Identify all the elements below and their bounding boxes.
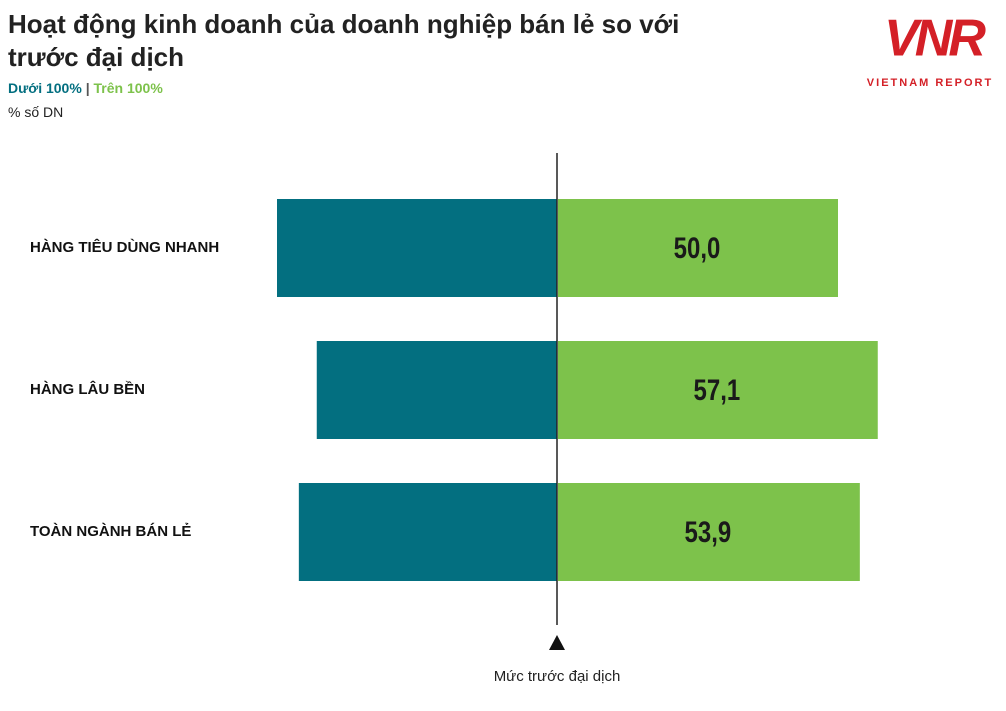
legend-entry: Trên 100% [93,80,163,96]
legend-separator: | [85,80,94,96]
bar [558,199,838,297]
logo-text: VIETNAM REPORT [867,77,993,89]
legend: Dưới 100% | Trên 100% [8,80,163,96]
legend-entry: Dưới 100% [8,80,82,96]
bar [316,341,557,439]
data-label: 53,9 [685,514,732,548]
bar [277,199,557,297]
logo-mark: VNR [884,10,986,68]
bar [298,483,557,581]
y-tick-label: TOÀN NGÀNH BÁN LẺ [30,523,191,540]
y-tick-label: HÀNG LÂU BỀN [30,380,145,398]
bar [558,341,878,439]
data-label: 50,0 [674,230,721,264]
y-tick-label: HÀNG TIÊU DÙNG NHANH [30,238,219,256]
data-label: 57,1 [694,372,741,406]
chart-title: Hoạt động kinh doanh của doanh nghiệp bá… [8,9,680,72]
bar [558,483,860,581]
unit-label: % số DN [8,104,64,120]
x-axis-label: Mức trước đại dịch [494,668,621,685]
baseline-marker [549,635,565,650]
